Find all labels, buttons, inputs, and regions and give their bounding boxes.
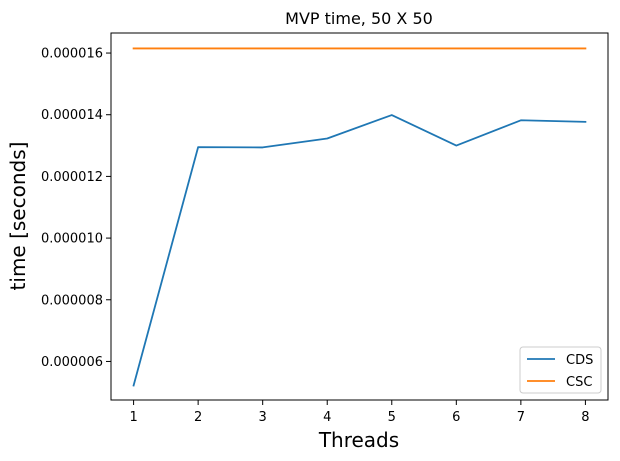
y-tick-label: 0.000006 bbox=[41, 355, 103, 370]
x-tick-label: 4 bbox=[323, 410, 331, 425]
x-tick-label: 8 bbox=[581, 410, 589, 425]
x-tick-label: 1 bbox=[129, 410, 137, 425]
legend: CDS CSC bbox=[519, 346, 602, 394]
y-tick-label: 0.000016 bbox=[41, 47, 103, 62]
plot-frame bbox=[110, 32, 609, 401]
x-axis: 1 2 3 4 5 6 7 8 bbox=[129, 400, 590, 425]
y-tick-label: 0.000008 bbox=[41, 293, 103, 308]
x-tick-label: 5 bbox=[388, 410, 396, 425]
x-tick-label: 2 bbox=[194, 410, 202, 425]
x-tick-label: 7 bbox=[517, 410, 525, 425]
series-lines bbox=[132, 47, 587, 387]
plot-area bbox=[110, 32, 609, 401]
x-tick-label: 3 bbox=[259, 410, 267, 425]
x-axis-label: Threads bbox=[318, 428, 399, 452]
y-axis-label: time [seconds] bbox=[6, 142, 30, 291]
legend-label-csc: CSC bbox=[566, 375, 592, 390]
y-tick-label: 0.000010 bbox=[41, 232, 103, 247]
legend-label-cds: CDS bbox=[566, 353, 593, 368]
y-axis: 0.000006 0.000008 0.000010 0.000012 0.000014… bbox=[41, 47, 111, 370]
chart-title: MVP time, 50 X 50 bbox=[285, 9, 433, 28]
x-tick-label: 6 bbox=[452, 410, 460, 425]
y-tick-label: 0.000014 bbox=[41, 108, 103, 123]
series-line-cds bbox=[132, 114, 587, 387]
y-tick-label: 0.000012 bbox=[41, 170, 103, 185]
